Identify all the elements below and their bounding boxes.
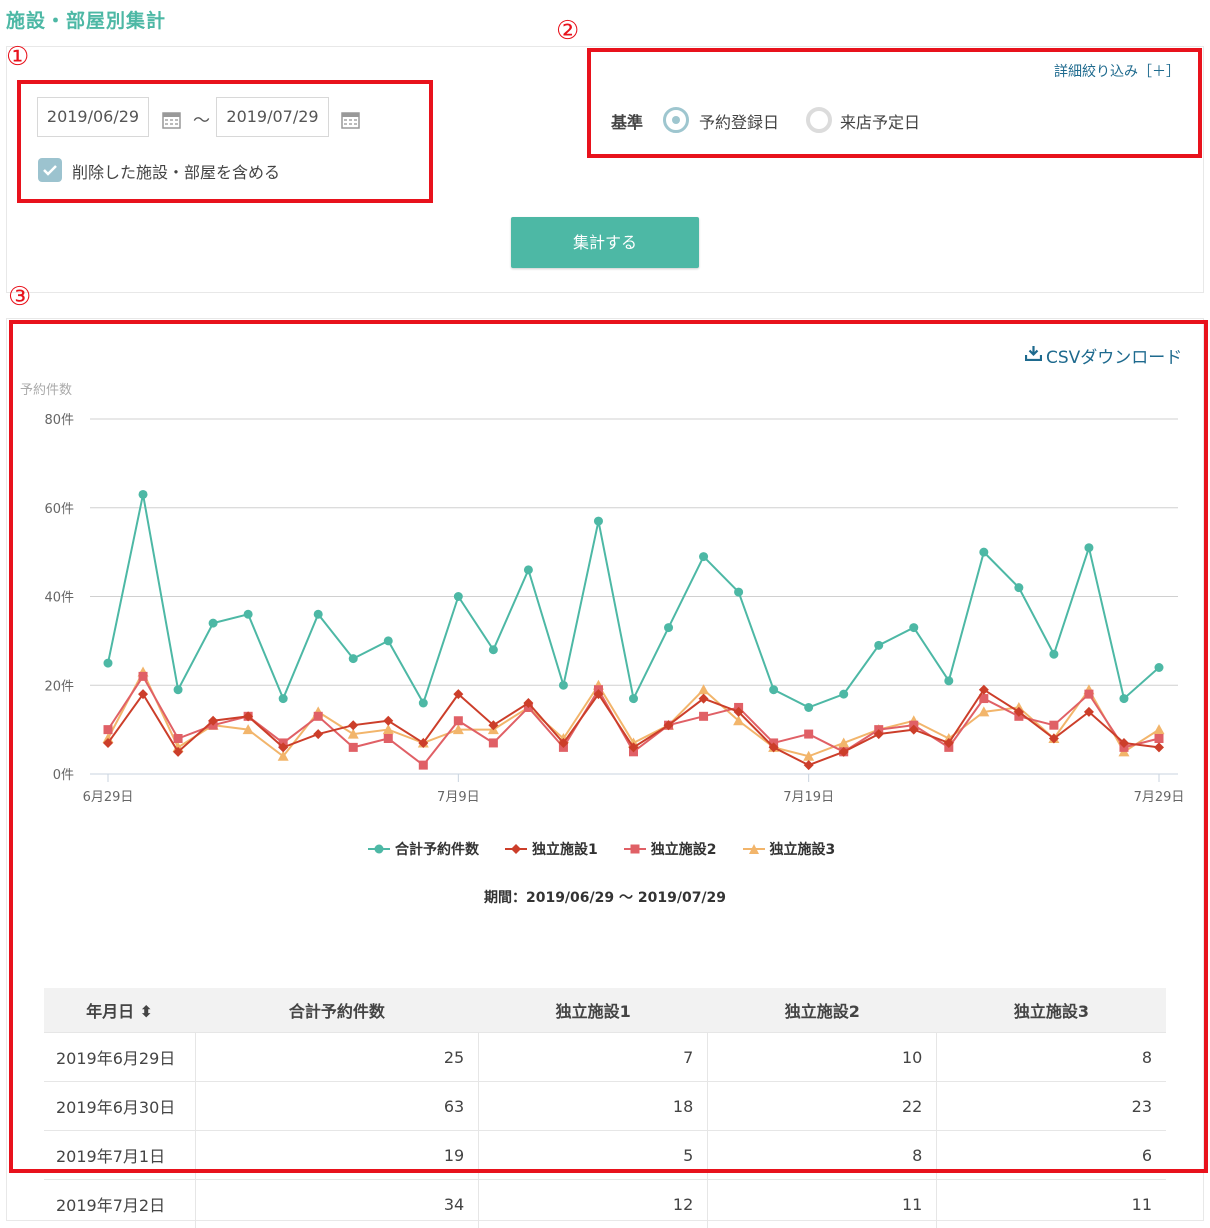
annotation-box-3 <box>9 320 1208 1173</box>
basis-radio-registration[interactable] <box>663 107 689 133</box>
detail-filter-link[interactable]: 詳細絞り込み［＋］ <box>1054 61 1180 81</box>
include-deleted-checkbox[interactable] <box>38 158 62 182</box>
end-date-input[interactable]: 2019/07/29 <box>216 97 329 137</box>
basis-option-label[interactable]: 来店予定日 <box>840 109 920 133</box>
basis-label: 基準 <box>611 109 643 133</box>
date-range-separator: ～ <box>193 106 210 131</box>
basis-option-label[interactable]: 予約登録日 <box>699 109 779 133</box>
calendar-icon[interactable] <box>341 110 360 129</box>
annotation-marker-1: ① <box>6 44 29 70</box>
checkmark-icon <box>38 158 62 182</box>
aggregate-button[interactable]: 集計する <box>511 217 699 268</box>
annotation-marker-2: ② <box>556 18 579 44</box>
page-title: 施設・部屋別集計 <box>6 6 166 33</box>
basis-radio-visit[interactable] <box>806 107 832 133</box>
calendar-icon[interactable] <box>162 110 181 129</box>
annotation-marker-3: ③ <box>8 284 31 310</box>
include-deleted-label[interactable]: 削除した施設・部屋を含める <box>72 159 280 183</box>
start-date-input[interactable]: 2019/06/29 <box>37 97 149 137</box>
